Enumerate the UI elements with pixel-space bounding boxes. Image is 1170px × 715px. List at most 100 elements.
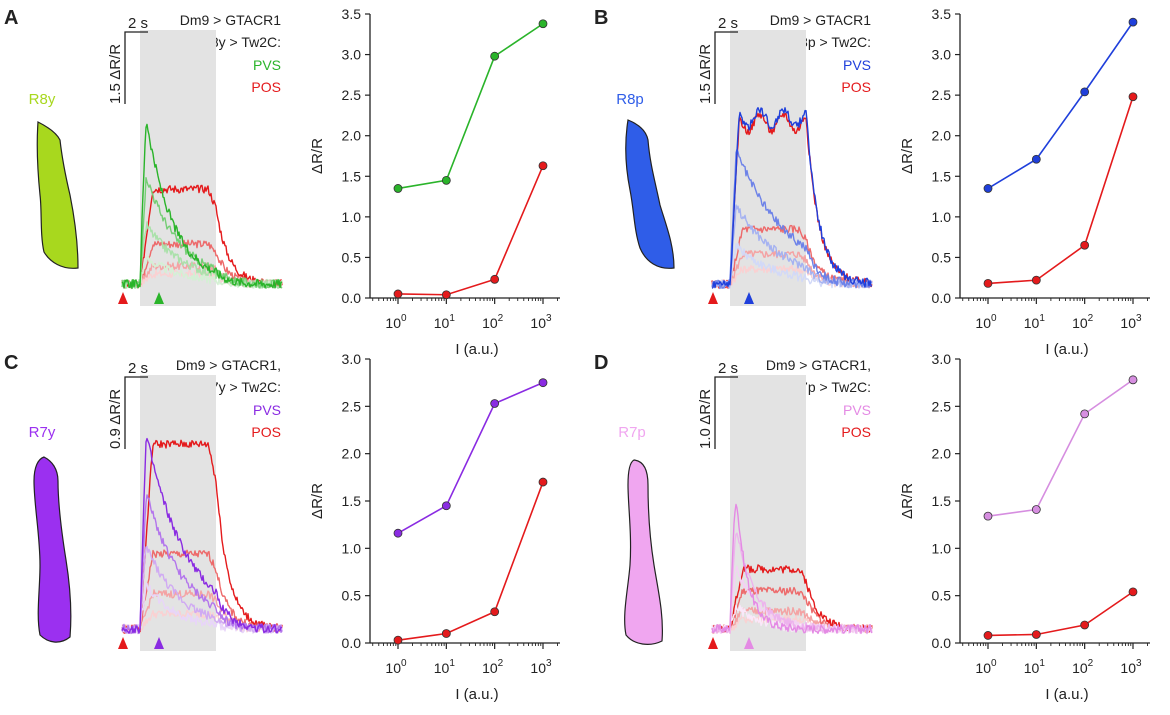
stimulus-marker [744, 637, 754, 649]
pos-series-line [987, 591, 1134, 637]
pos-data-point [983, 278, 993, 288]
pos-data-point [1128, 92, 1138, 102]
pos-data-point [393, 635, 403, 645]
response-scale-label: 0.9 ΔR/R [107, 389, 124, 449]
pvs-data-point [441, 175, 451, 185]
pos-data-point [1080, 240, 1090, 250]
y-tick-label: 3.0 [342, 47, 362, 63]
stimulus-window [730, 30, 806, 306]
scale-bar [714, 376, 738, 449]
photoreceptor-cell-shape [33, 456, 72, 643]
x-tick-label: 101 [1024, 313, 1046, 331]
x-tick-label: 103 [1120, 658, 1142, 676]
y-tick-label: 1.0 [342, 540, 362, 556]
red-stimulus-marker [708, 292, 718, 304]
pos-data-point [441, 290, 451, 300]
pos-data-point [490, 607, 500, 617]
cell-label: R7y [29, 424, 56, 441]
y-tick-label: 0.0 [342, 635, 362, 651]
pvs-series-line [397, 23, 544, 190]
pos-data-point [1128, 587, 1138, 597]
x-axis-label: I (a.u.) [455, 686, 498, 703]
pvs-series-line [987, 379, 1134, 517]
x-tick-label: 101 [1024, 658, 1046, 676]
red-stimulus-marker [118, 637, 128, 649]
x-tick-label: 102 [482, 658, 504, 676]
pos-data-point [1031, 275, 1041, 285]
red-stimulus-marker [708, 637, 718, 649]
pos-data-point [490, 274, 500, 284]
pvs-data-point [441, 501, 451, 511]
y-axis-label: ΔR/R [309, 483, 326, 519]
legend-pvs: PVS [843, 402, 871, 418]
response-scale-label: 1.5 ΔR/R [107, 44, 124, 104]
y-tick-label: 1.0 [932, 209, 952, 225]
genotype-line-1: Dm9 > GTACR1, [766, 357, 871, 373]
time-scale-label: 2 s [128, 360, 148, 377]
y-tick-label: 0.5 [342, 249, 362, 265]
legend-pos: POS [251, 79, 281, 95]
stimulus-window [730, 375, 806, 651]
y-tick-label: 0.0 [932, 290, 952, 306]
pvs-series-line [397, 381, 544, 534]
y-tick-label: 0.0 [932, 635, 952, 651]
pvs-data-point [983, 184, 993, 193]
pvs-trace [711, 148, 873, 290]
pvs-data-point [393, 184, 403, 193]
y-tick-label: 3.0 [342, 351, 362, 367]
scale-bar [714, 31, 738, 104]
pos-trace [711, 249, 873, 289]
response-scale-label: 1.0 ΔR/R [697, 389, 714, 449]
pos-data-point [393, 289, 403, 299]
y-tick-label: 2.0 [342, 128, 362, 144]
y-tick-label: 3.5 [342, 6, 362, 22]
x-axis-label: I (a.u.) [455, 341, 498, 358]
x-tick-label: 101 [434, 313, 456, 331]
x-tick-label: 100 [385, 658, 407, 676]
y-tick-label: 2.5 [932, 398, 952, 414]
genotype-line-2: R8y > Tw2C: [201, 34, 281, 50]
pos-data-point [538, 161, 548, 171]
panel-c: C R7y Dm9 > GTACR1, R7y > Tw2C: PVS POS 2 s0.9… [4, 351, 560, 703]
pos-series-line [397, 165, 544, 296]
pvs-trace [711, 107, 873, 289]
y-axis-label: ΔR/R [899, 138, 916, 174]
cell-label: R7p [618, 424, 646, 441]
photoreceptor-cell-shape [36, 121, 79, 269]
pvs-data-point [983, 511, 993, 521]
x-axis-label: I (a.u.) [1045, 341, 1088, 358]
y-tick-label: 0.5 [932, 249, 952, 265]
x-axis-label: I (a.u.) [1045, 686, 1088, 703]
legend-pos: POS [251, 424, 281, 440]
x-tick-label: 100 [385, 313, 407, 331]
y-tick-label: 1.5 [932, 493, 952, 509]
x-tick-label: 100 [975, 313, 997, 331]
y-tick-label: 2.0 [932, 446, 952, 462]
genotype-line-2: R8p > Tw2C: [790, 34, 871, 50]
stimulus-marker [154, 637, 164, 649]
pvs-data-point [490, 399, 500, 408]
pvs-trace [121, 437, 283, 634]
y-tick-label: 3.0 [932, 351, 952, 367]
genotype-line-1: Dm9 > GTACR1 [770, 12, 871, 28]
y-axis-label: ΔR/R [309, 138, 326, 174]
pos-data-point [441, 629, 451, 638]
pvs-trace [711, 532, 873, 635]
cell-label: R8y [29, 91, 56, 108]
panel-letter: D [594, 352, 608, 374]
pos-data-point [538, 477, 548, 487]
x-tick-label: 103 [530, 313, 552, 331]
legend-pvs: PVS [253, 402, 281, 418]
stimulus-marker [154, 292, 164, 304]
photoreceptor-cell-shape [625, 119, 675, 269]
pvs-trace [121, 123, 283, 290]
x-tick-label: 100 [975, 658, 997, 676]
y-tick-label: 2.0 [342, 446, 362, 462]
pos-trace [121, 439, 283, 634]
legend-pos: POS [841, 424, 871, 440]
pvs-data-point [1080, 409, 1090, 419]
genotype-line-2: R7y > Tw2C: [201, 379, 281, 395]
genotype-line-1: Dm9 > GTACR1, [176, 357, 281, 373]
